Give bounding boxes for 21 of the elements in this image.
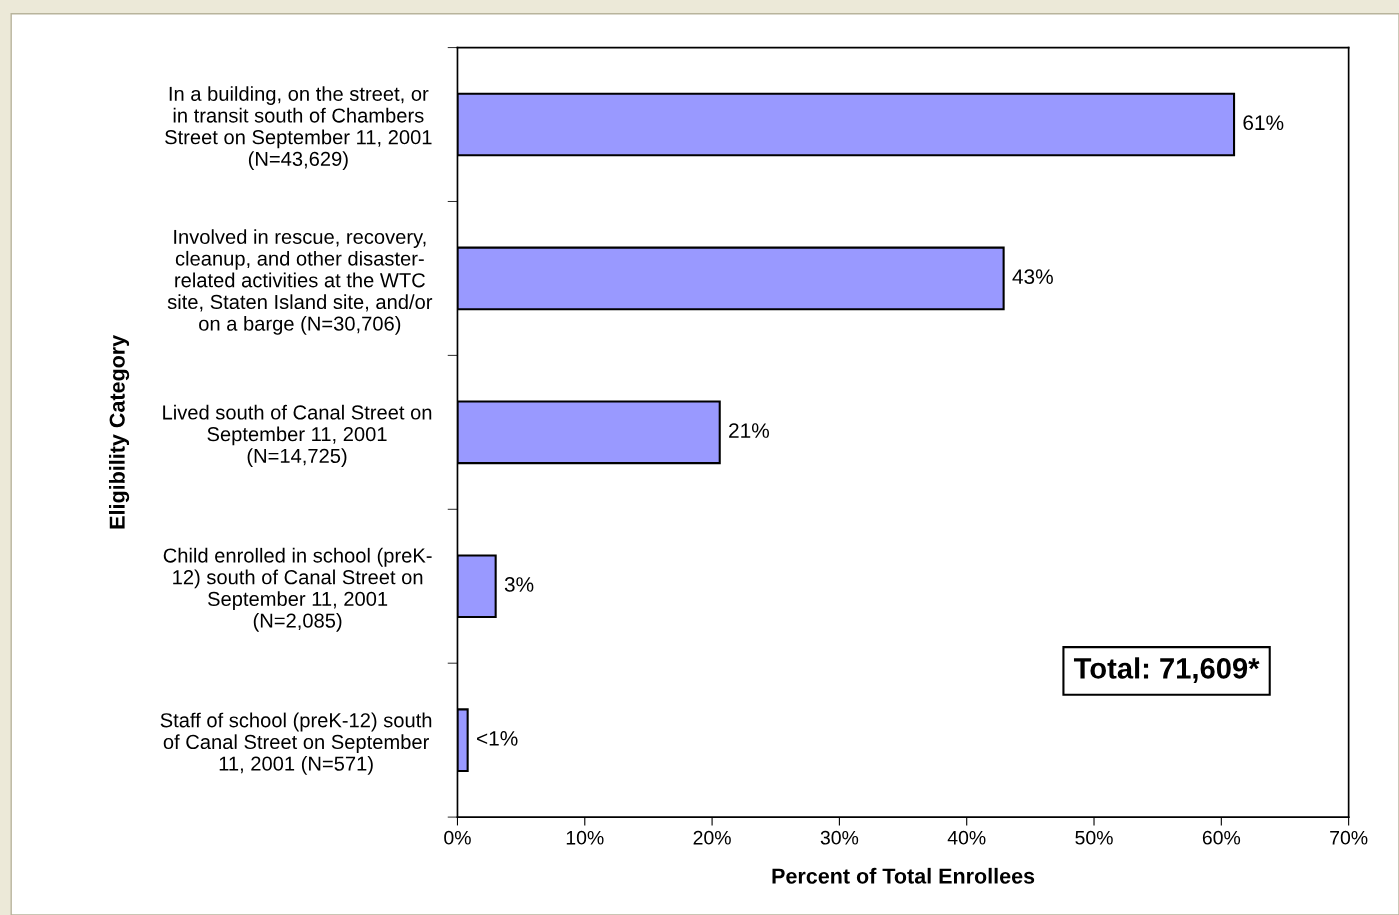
x-tick-label: 20% xyxy=(693,830,731,845)
y-tick-label: Lived south of Canal Street on September 11, 2001 (N=14,725) xyxy=(163,404,432,467)
x-tick-label: 60% xyxy=(1202,830,1241,845)
y-tick-label: In a building, on the street, or in transit south of Chambers Street on September 11, 2001 (N=43,629) xyxy=(165,86,432,170)
y-tick-label: Involved in rescue, recovery, cleanup, and other disaster- related activities at the WTC site, Staten Island site, and/or on a barge (N=30,706) xyxy=(167,229,433,335)
x-tick-label: 30% xyxy=(820,830,859,845)
annotation: Total: 71,609* xyxy=(1073,657,1260,683)
y-tick-label: Staff of school (preK-12) south of Canal Street on September 11, 2001 (N=571) xyxy=(160,712,432,775)
data-label: 21% xyxy=(729,423,770,438)
x-tick-label: 70% xyxy=(1330,830,1368,845)
y-axis-title: Eligibility Category xyxy=(108,334,130,529)
x-tick-label: 0% xyxy=(444,830,471,845)
x-tick-label: 10% xyxy=(566,830,604,845)
data-label: 61% xyxy=(1243,115,1284,131)
data-label: 3% xyxy=(504,577,534,592)
x-tick-label: 50% xyxy=(1075,830,1113,845)
x-axis-title: Percent of Total Enrollees xyxy=(772,867,1035,884)
x-tick-label: 40% xyxy=(947,830,986,845)
data-label: <1% xyxy=(477,731,518,746)
data-label: 43% xyxy=(1012,269,1053,285)
y-tick-label: Child enrolled in school (preK- 12) south of Canal Street on September 11, 2001 (N=2,085) xyxy=(163,547,432,632)
